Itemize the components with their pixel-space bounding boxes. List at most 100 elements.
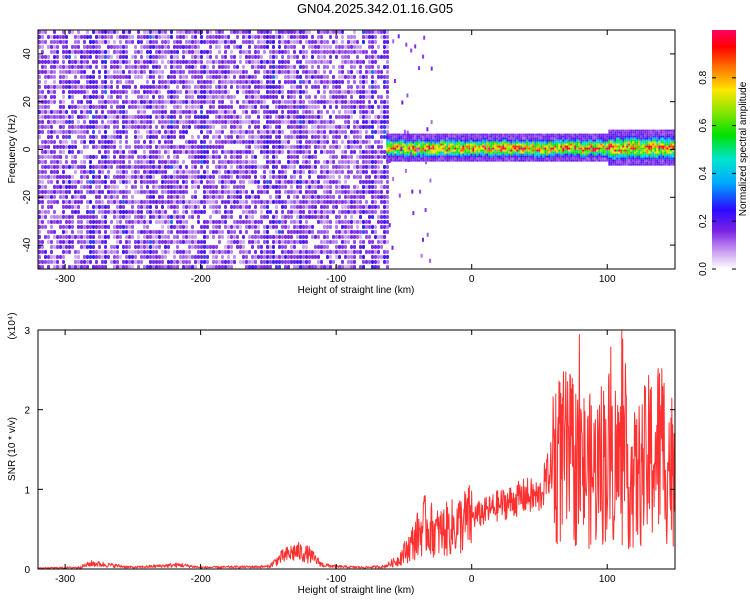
noise-cell [284,65,287,69]
noise-cell [263,110,266,114]
noise-cell [215,130,218,134]
noise-cell [176,195,179,199]
noise-cell [74,250,77,254]
noise-cell [278,140,281,144]
signal-cell [392,151,395,154]
signal-cell [416,159,419,162]
noise-cell [239,200,242,204]
noise-cell [302,135,305,139]
noise-cell [83,195,86,199]
signal-cell [426,157,429,160]
noise-cell [347,175,350,179]
noise-cell [161,30,164,34]
signal-cell [394,149,397,152]
noise-cell [341,140,344,144]
noise-cell [275,195,278,199]
noise-cell [266,125,269,129]
noise-cell [326,240,329,244]
noise-cell [164,150,167,154]
signal-cell [434,147,437,150]
noise-cell [314,215,317,219]
noise-cell [104,55,107,59]
noise-cell [164,245,167,249]
signal-cell [410,155,413,158]
noise-cell [344,165,347,169]
noise-cell [314,180,317,184]
noise-cell [359,90,362,94]
noise-cell [245,95,248,99]
noise-cell [248,115,251,119]
noise-cell [200,125,203,129]
noise-cell [179,75,182,79]
noise-cell [107,200,110,204]
signal-cell [426,139,429,142]
noise-cell [377,240,380,244]
noise-cell [308,180,311,184]
noise-cell [230,115,233,119]
noise-cell [362,195,365,199]
noise-cell [359,175,362,179]
signal-cell [452,153,455,156]
noise-cell [386,260,389,264]
noise-cell [68,60,71,64]
noise-cell [86,230,89,234]
noise-cell [179,260,182,264]
noise-cell [386,175,389,179]
noise-cell [344,60,347,64]
noise-cell [143,100,146,104]
noise-cell [173,150,176,154]
noise-cell [380,35,383,39]
noise-cell [113,110,116,114]
noise-cell [116,245,119,249]
noise-cell [356,230,359,234]
noise-cell [254,100,257,104]
noise-cell [107,255,110,259]
noise-cell [305,130,308,134]
noise-cell [353,105,356,109]
noise-cell [170,265,173,269]
signal-cell [418,147,421,150]
noise-cell [317,30,320,34]
noise-cell [188,85,191,89]
noise-cell [65,185,68,189]
signal-cell [472,139,475,142]
noise-cell [263,155,266,159]
noise-cell [119,235,122,239]
noise-cell [146,55,149,59]
noise-cell [347,75,350,79]
noise-cell [332,195,335,199]
noise-cell [158,130,161,134]
noise-cell [122,160,125,164]
noise-cell [308,170,311,174]
noise-cell [173,175,176,179]
noise-cell [122,105,125,109]
signal-cell [462,151,465,154]
signal-cell [436,137,439,140]
noise-cell [275,110,278,114]
noise-cell [320,230,323,234]
noise-cell [317,75,320,79]
noise-cell [281,115,284,119]
noise-cell [290,185,293,189]
noise-cell [287,165,290,169]
noise-cell [329,200,332,204]
noise-cell [248,225,251,229]
noise-cell [47,265,50,269]
noise-cell [170,70,173,74]
noise-cell [326,200,329,204]
noise-cell [305,195,308,199]
noise-cell [362,190,365,194]
noise-cell [107,125,110,129]
noise-cell [194,230,197,234]
noise-cell [119,165,122,169]
noise-cell [239,55,242,59]
signal-cell [446,159,449,162]
noise-cell [137,120,140,124]
noise-cell [161,260,164,264]
noise-cell [344,160,347,164]
noise-cell [137,145,140,149]
noise-cell [92,220,95,224]
noise-cell [80,115,83,119]
signal-cell [406,149,409,152]
noise-cell [68,145,71,149]
